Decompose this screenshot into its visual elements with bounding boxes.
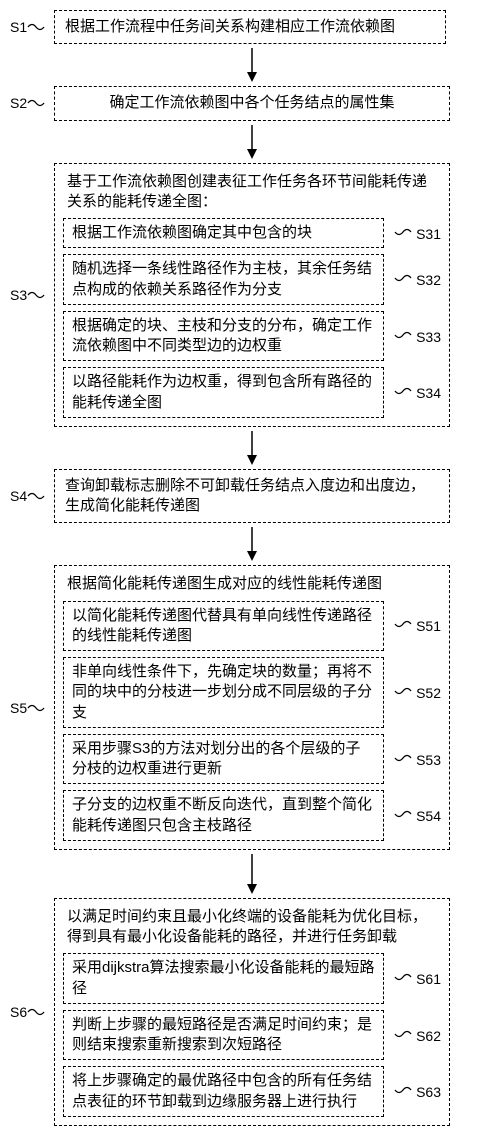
sub-label-s62: S62 [394,1027,441,1044]
curve-icon [394,807,412,821]
row-s54: 子分支的边权重不断反向迭代，直到整个简化能耗传递图只包含主枝路径 S54 [63,790,441,841]
box-s3: 基于工作流依赖图创建表征工作任务各环节间能耗传递关系的能耗传递全图： 根据工作流… [54,163,450,427]
curve-icon [394,617,412,631]
arrow-5 [54,854,450,894]
curve-icon [27,489,45,503]
curve-icon [394,225,412,239]
sub-label-s53: S53 [394,751,441,768]
arrow-1 [54,48,450,82]
label-s2: S2 [10,95,45,111]
arrow-4 [54,527,450,561]
box-s4: 查询卸载标志删除不可卸载任务结点入度边和出度边，生成简化能耗传递图 [54,469,450,524]
row-s31: 根据工作流依赖图确定其中包含的块 S31 [63,218,441,248]
sub-label-s54: S54 [394,807,441,824]
sub-box-s62: 判断上步骤的最短路径是否满足时间约束；是则结束搜索重新搜索到次短路径 [63,1010,384,1061]
curve-icon [27,96,45,110]
curve-icon [394,751,412,765]
step-s1: S1 根据工作流程中任务间关系构建相应工作流依赖图 [10,10,493,44]
sub-box-s54: 子分支的边权重不断反向迭代，直到整个简化能耗传递图只包含主枝路径 [63,790,384,841]
text-s4: 查询卸载标志删除不可卸载任务结点入度边和出度边，生成简化能耗传递图 [65,477,425,514]
step-s2: S2 确定工作流依赖图中各个任务结点的属性集 [10,86,493,120]
box-s6: 以满足时间约束且最小化终端的设备能耗为优化目标，得到具有最小化设备能耗的路径，并… [54,898,450,1126]
row-s52: 非单向线性条件下，先确定块的数量；再将不同的块中的分枝进一步划分成不同层级的子分… [63,657,441,728]
step-s4: S4 查询卸载标志删除不可卸载任务结点入度边和出度边，生成简化能耗传递图 [10,469,493,524]
label-s4: S4 [10,488,45,504]
label-s5: S5 [10,700,45,716]
curve-icon [394,684,412,698]
sub-box-s31: 根据工作流依赖图确定其中包含的块 [63,218,384,248]
row-s61: 采用dijkstra算法搜索最小化设备能耗的最短路径 S61 [63,953,441,1004]
row-s62: 判断上步骤的最短路径是否满足时间约束；是则结束搜索重新搜索到次短路径 S62 [63,1010,441,1061]
curve-icon [27,701,45,715]
curve-icon [394,271,412,285]
row-s34: 以路径能耗作为边权重，得到包含所有路径的能耗传递全图 S34 [63,367,441,418]
sub-label-s61: S61 [394,970,441,987]
curve-icon [394,970,412,984]
sub-box-s52: 非单向线性条件下，先确定块的数量；再将不同的块中的分枝进一步划分成不同层级的子分… [63,657,384,728]
curve-icon [27,20,45,34]
title-s6: 以满足时间约束且最小化终端的设备能耗为优化目标，得到具有最小化设备能耗的路径，并… [63,907,441,948]
box-s1: 根据工作流程中任务间关系构建相应工作流依赖图 [54,10,446,44]
sub-box-s63: 将上步骤确定的最优路径中包含的所有任务结点表征的环节卸载到边缘服务器上进行执行 [63,1066,384,1117]
box-s2: 确定工作流依赖图中各个任务结点的属性集 [54,86,450,120]
curve-icon [394,1027,412,1041]
arrow-3 [54,431,450,465]
sub-box-s61: 采用dijkstra算法搜索最小化设备能耗的最短路径 [63,953,384,1004]
sub-box-s34: 以路径能耗作为边权重，得到包含所有路径的能耗传递全图 [63,367,384,418]
arrow-2 [54,125,450,159]
row-s53: 采用步骤S3的方法对划分出的各个层级的子分枝的边权重进行更新 S53 [63,734,441,785]
row-s63: 将上步骤确定的最优路径中包含的所有任务结点表征的环节卸载到边缘服务器上进行执行 … [63,1066,441,1117]
box-s5: 根据简化能耗传递图生成对应的线性能耗传递图 以简化能耗传递图代替具有单向线性传递… [54,565,450,850]
sub-label-s52: S52 [394,684,441,701]
sub-box-s51: 以简化能耗传递图代替具有单向线性传递路径的线性能耗传递图 [63,601,384,652]
sub-label-s31: S31 [394,225,441,242]
row-s33: 根据确定的块、主枝和分支的分布，确定工作流依赖图中不同类型边的边权重 S33 [63,311,441,362]
curve-icon [394,1083,412,1097]
curve-icon [27,288,45,302]
label-s3: S3 [10,287,45,303]
title-s3: 基于工作流依赖图创建表征工作任务各环节间能耗传递关系的能耗传递全图： [63,172,441,213]
sub-label-s32: S32 [394,271,441,288]
label-s1: S1 [10,19,45,35]
step-s6: S6 以满足时间约束且最小化终端的设备能耗为优化目标，得到具有最小化设备能耗的路… [10,898,493,1126]
text-s1: 根据工作流程中任务间关系构建相应工作流依赖图 [65,18,395,35]
label-s6: S6 [10,1004,45,1020]
sub-box-s53: 采用步骤S3的方法对划分出的各个层级的子分枝的边权重进行更新 [63,734,384,785]
sub-label-s33: S33 [394,328,441,345]
sub-box-s33: 根据确定的块、主枝和分支的分布，确定工作流依赖图中不同类型边的边权重 [63,311,384,362]
sub-box-s32: 随机选择一条线性路径作为主枝，其余任务结点构成的依赖关系路径作为分支 [63,254,384,305]
sub-label-s63: S63 [394,1083,441,1100]
curve-icon [394,384,412,398]
title-s5: 根据简化能耗传递图生成对应的线性能耗传递图 [63,574,441,594]
row-s32: 随机选择一条线性路径作为主枝，其余任务结点构成的依赖关系路径作为分支 S32 [63,254,441,305]
curve-icon [27,1005,45,1019]
text-s2: 确定工作流依赖图中各个任务结点的属性集 [109,94,394,111]
sub-label-s51: S51 [394,617,441,634]
row-s51: 以简化能耗传递图代替具有单向线性传递路径的线性能耗传递图 S51 [63,601,441,652]
step-s5: S5 根据简化能耗传递图生成对应的线性能耗传递图 以简化能耗传递图代替具有单向线… [10,565,493,850]
step-s3: S3 基于工作流依赖图创建表征工作任务各环节间能耗传递关系的能耗传递全图： 根据… [10,163,493,427]
curve-icon [394,328,412,342]
sub-label-s34: S34 [394,384,441,401]
